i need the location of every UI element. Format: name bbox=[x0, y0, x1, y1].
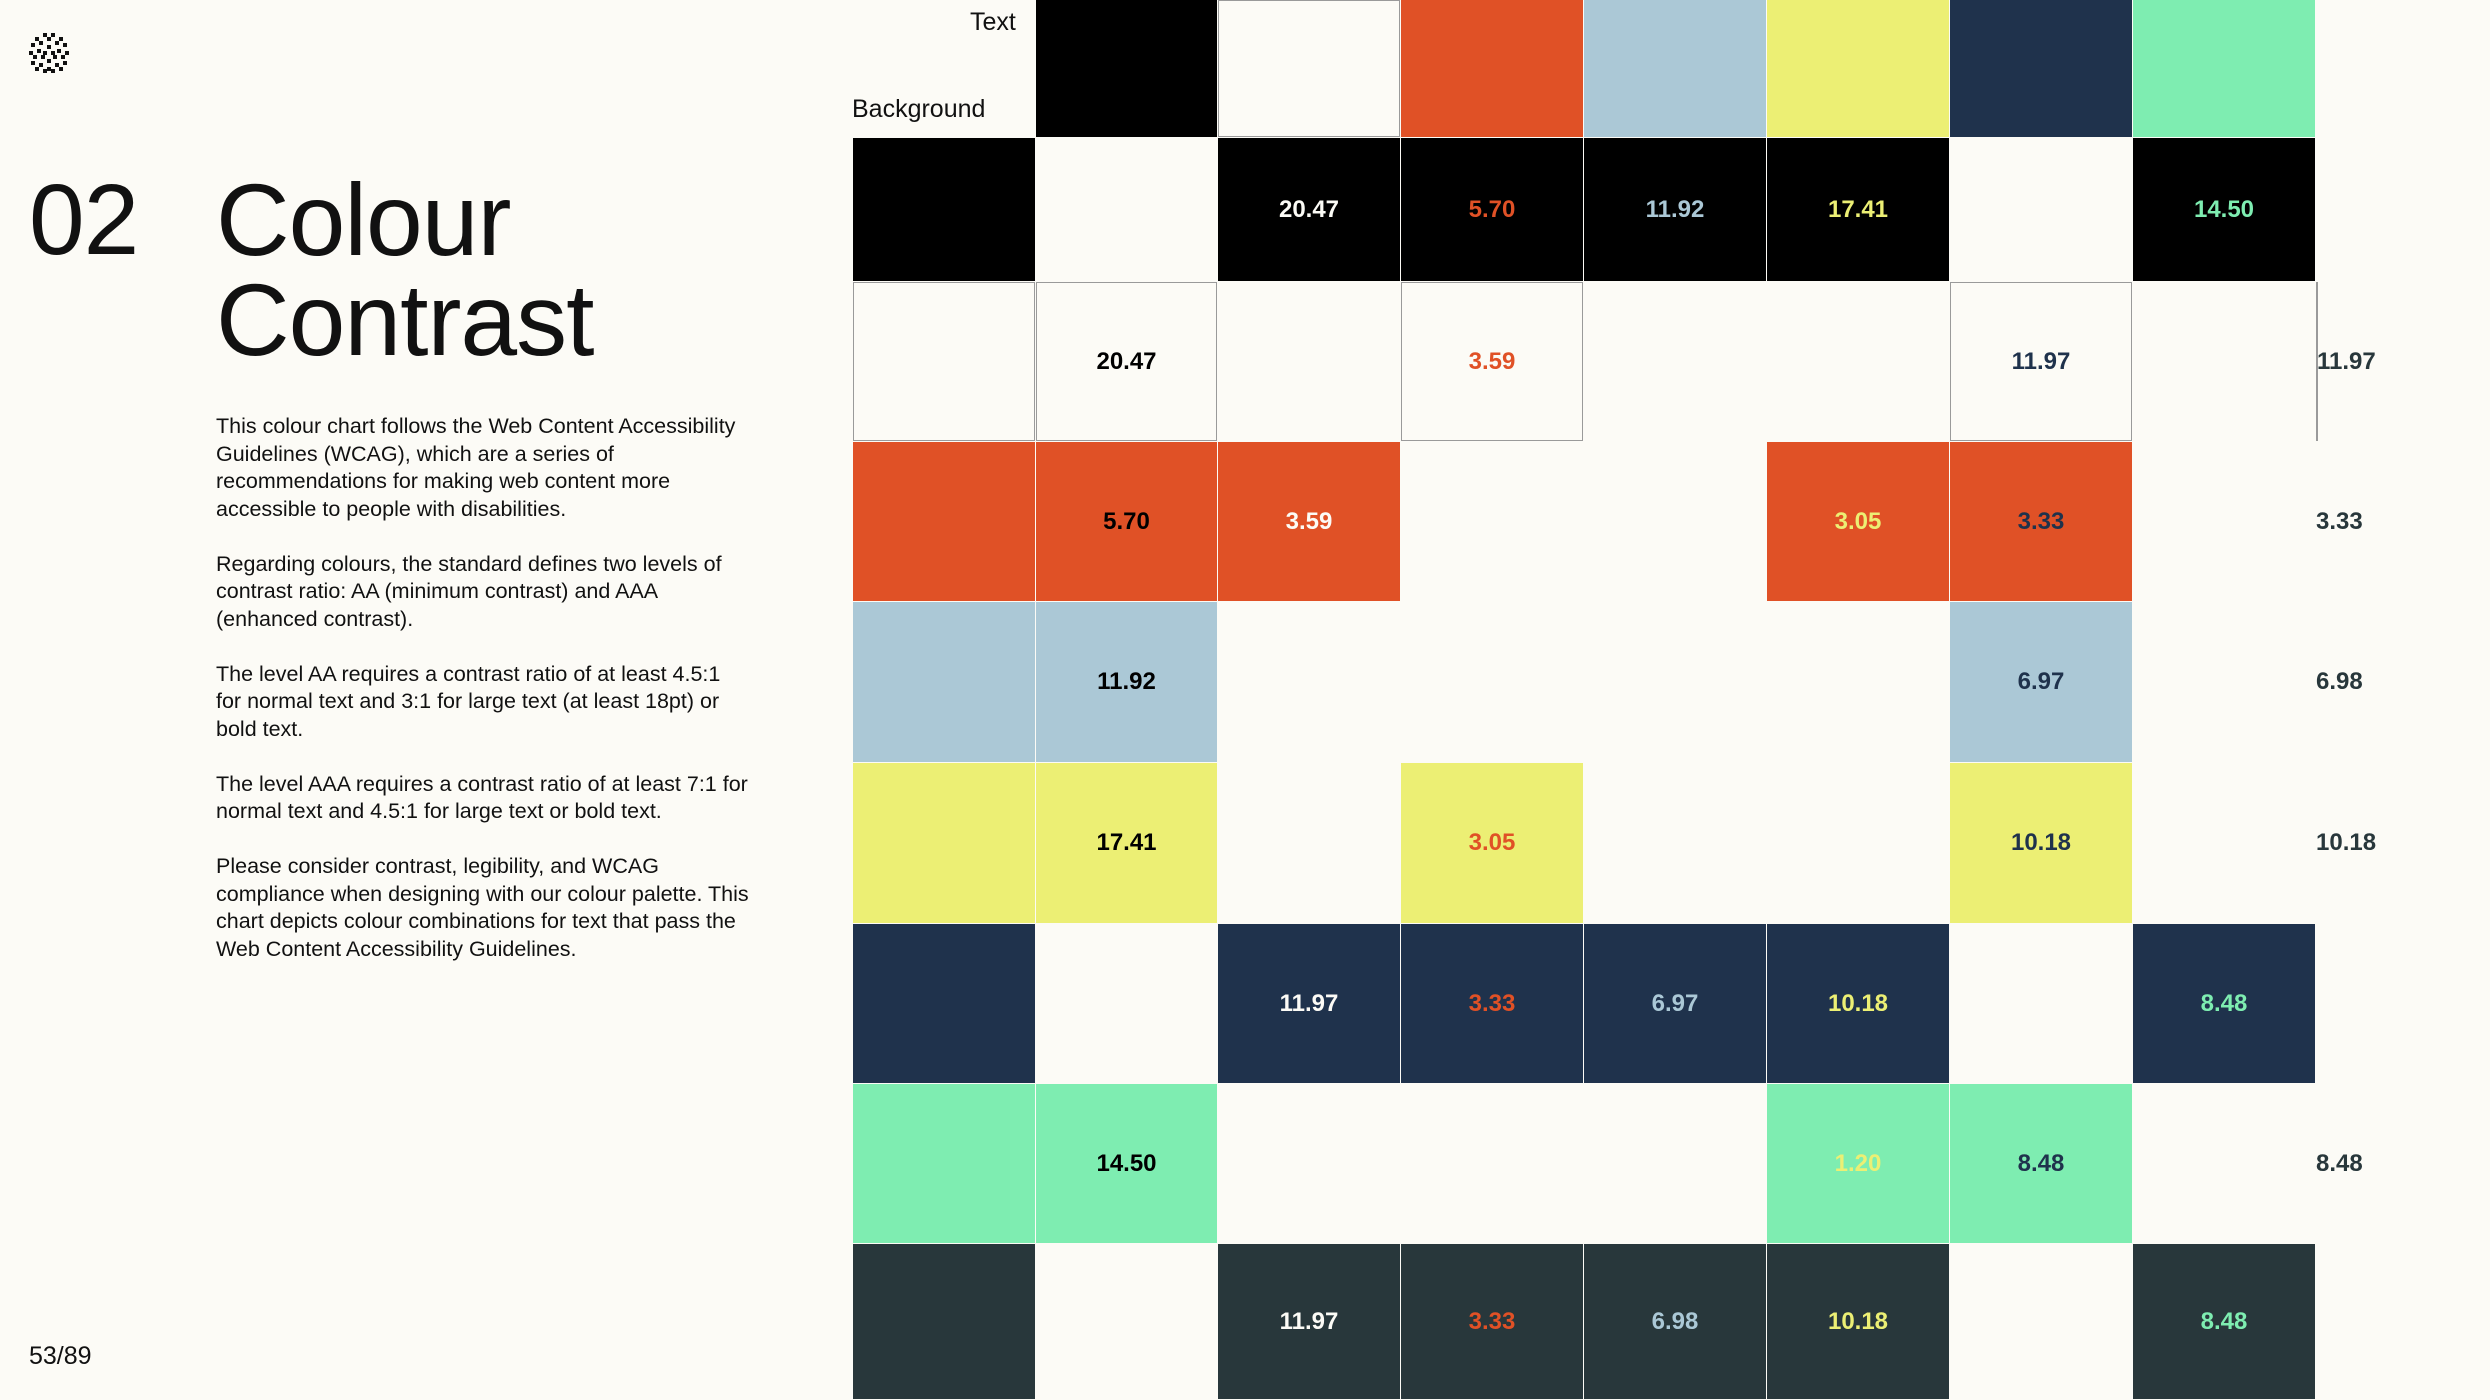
contrast-cell: 3.05 bbox=[1401, 763, 1583, 923]
contrast-ratio-value: 8.48 bbox=[2017, 1149, 2065, 1177]
contrast-cell: 11.97 bbox=[1218, 924, 1400, 1083]
section-number: 02 bbox=[29, 164, 139, 276]
background-swatch-orange bbox=[853, 442, 1035, 601]
contrast-cell: 10.18 bbox=[1950, 763, 2132, 923]
contrast-cell: 11.92 bbox=[1584, 138, 1766, 281]
contrast-ratio-value: 6.98 bbox=[1651, 1307, 1699, 1335]
contrast-cell: 8.48 bbox=[2133, 924, 2315, 1083]
contrast-cell: 11.97 bbox=[1218, 1244, 1400, 1399]
description: This colour chart follows the Web Conten… bbox=[216, 413, 751, 991]
contrast-cell: 20.47 bbox=[1036, 282, 1217, 441]
paragraph: The level AA requires a contrast ratio o… bbox=[216, 661, 721, 741]
contrast-ratio-value: 6.97 bbox=[2017, 668, 2065, 695]
contrast-cell: 3.33 bbox=[1950, 442, 2132, 601]
contrast-cell: 10.18 bbox=[1767, 1244, 1949, 1399]
contrast-ratio-value: 11.97 bbox=[1279, 1307, 1339, 1335]
contrast-cell: 11.97 bbox=[2316, 282, 2376, 441]
background-swatch-lightblue bbox=[853, 602, 1035, 762]
background-axis-label: Background bbox=[852, 95, 986, 123]
contrast-cell: 1.20 bbox=[1767, 1084, 1949, 1243]
contrast-ratio-value: 10.18 bbox=[1827, 989, 1889, 1017]
contrast-ratio-value: 14.50 bbox=[2193, 195, 2255, 223]
contrast-cell: 3.33 bbox=[1401, 1244, 1583, 1399]
contrast-ratio-value: 6.97 bbox=[1651, 989, 1699, 1017]
background-swatch-yellow bbox=[853, 763, 1035, 923]
contrast-cell: 6.97 bbox=[1950, 602, 2132, 762]
contrast-ratio-value: 10.18 bbox=[2010, 829, 2072, 856]
paragraph: This colour chart follows the Web Conten… bbox=[216, 414, 736, 521]
text-swatch-mint bbox=[2133, 0, 2315, 137]
background-swatch-navy bbox=[853, 924, 1035, 1083]
contrast-ratio-value: 3.59 bbox=[1285, 507, 1333, 535]
title-line-1: Colour bbox=[216, 163, 511, 277]
contrast-ratio-value: 3.33 bbox=[1468, 989, 1516, 1017]
contrast-cell: 20.47 bbox=[1218, 138, 1400, 281]
page-number: 53/89 bbox=[29, 1342, 92, 1370]
contrast-ratio-value: 3.33 bbox=[2017, 507, 2065, 535]
paragraph: The level AAA requires a contrast ratio … bbox=[216, 771, 748, 824]
background-swatch-black bbox=[853, 138, 1035, 281]
text-swatch-black bbox=[1036, 0, 1217, 137]
title-line-2: Contrast bbox=[216, 263, 594, 377]
text-swatch-lightblue bbox=[1584, 0, 1766, 137]
paragraph: Please consider contrast, legibility, an… bbox=[216, 854, 749, 961]
text-swatch-orange bbox=[1401, 0, 1583, 137]
contrast-ratio-value: 14.50 bbox=[1096, 1149, 1157, 1177]
contrast-cell: 8.48 bbox=[1950, 1084, 2132, 1243]
text-axis-label: Text bbox=[970, 8, 1016, 36]
text-swatch-yellow bbox=[1767, 0, 1949, 137]
contrast-cell: 3.33 bbox=[1401, 924, 1583, 1083]
contrast-ratio-value: 1.20 bbox=[1834, 1149, 1882, 1177]
contrast-ratio-value: 11.92 bbox=[1097, 668, 1156, 695]
contrast-ratio-value: 8.48 bbox=[2200, 1307, 2248, 1335]
contrast-ratio-value: 10.18 bbox=[1827, 1307, 1889, 1335]
brand-logo-icon bbox=[29, 33, 69, 73]
text-swatch-white bbox=[1218, 0, 1400, 137]
text-swatch-navy bbox=[1950, 0, 2132, 137]
contrast-ratio-value: 11.97 bbox=[1279, 989, 1339, 1017]
contrast-cell: 11.97 bbox=[1950, 282, 2132, 441]
contrast-cell: 8.48 bbox=[2133, 1244, 2315, 1399]
background-swatch-mint bbox=[853, 1084, 1035, 1243]
contrast-ratio-value: 8.48 bbox=[2200, 989, 2248, 1017]
contrast-cell: 3.59 bbox=[1401, 282, 1583, 441]
contrast-cell: 17.41 bbox=[1767, 138, 1949, 281]
contrast-ratio-value: 5.70 bbox=[1468, 195, 1516, 223]
contrast-ratio-value: 3.33 bbox=[1468, 1307, 1516, 1335]
contrast-cell: 17.41 bbox=[1036, 763, 1217, 923]
contrast-ratio-value: 3.59 bbox=[1468, 347, 1516, 375]
contrast-cell: 14.50 bbox=[2133, 138, 2315, 281]
contrast-ratio-value: 11.97 bbox=[2011, 347, 2071, 375]
contrast-cell: 10.18 bbox=[1767, 924, 1949, 1083]
contrast-ratio-value: 11.92 bbox=[1645, 195, 1705, 223]
contrast-cell: 3.59 bbox=[1218, 442, 1400, 601]
contrast-cell: 14.50 bbox=[1036, 1084, 1217, 1243]
contrast-ratio-value: 5.70 bbox=[1103, 507, 1150, 535]
contrast-ratio-value: 20.47 bbox=[1096, 347, 1157, 375]
page-title: Colour Contrast bbox=[216, 163, 594, 377]
contrast-ratio-value: 20.47 bbox=[1278, 195, 1340, 223]
paragraph: Regarding colours, the standard defines … bbox=[216, 551, 722, 631]
contrast-ratio-value: 17.41 bbox=[1096, 829, 1157, 856]
contrast-ratio-value: 17.41 bbox=[1827, 195, 1889, 223]
contrast-ratio-value: 3.05 bbox=[1468, 829, 1516, 856]
contrast-cell: 5.70 bbox=[1036, 442, 1217, 601]
background-swatch-white bbox=[853, 282, 1035, 441]
contrast-cell: 6.98 bbox=[1584, 1244, 1766, 1399]
contrast-cell: 11.92 bbox=[1036, 602, 1217, 762]
background-swatch-charcoal bbox=[853, 1244, 1035, 1399]
contrast-cell: 6.97 bbox=[1584, 924, 1766, 1083]
contrast-cell: 3.05 bbox=[1767, 442, 1949, 601]
contrast-cell: 5.70 bbox=[1401, 138, 1583, 281]
contrast-ratio-value: 3.05 bbox=[1834, 507, 1882, 535]
